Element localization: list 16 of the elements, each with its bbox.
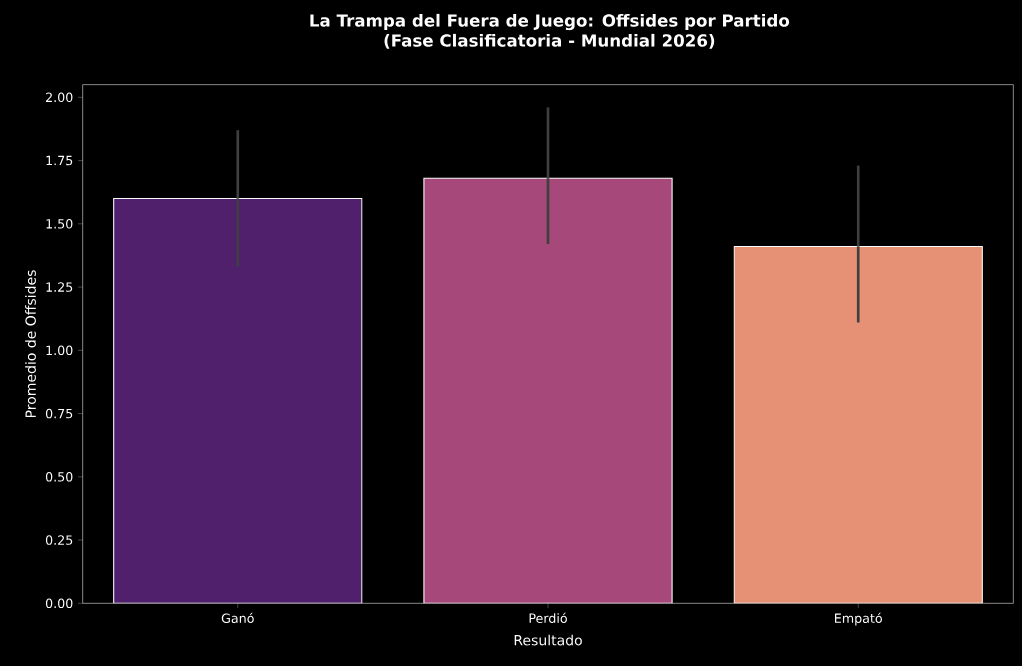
y-tick-label: 0.00 (45, 598, 73, 609)
y-tick-label: 1.00 (46, 345, 73, 356)
y-axis-title: Promedio de Offsides (25, 270, 36, 418)
chart-subtitle: (Fase Clasificatoria - Mundial 2026) (384, 33, 715, 49)
x-axis-title: Resultado (514, 634, 582, 646)
y-tick-label: 0.75 (45, 408, 73, 419)
y-tick-label: 2.00 (46, 92, 73, 103)
y-tick-label: 0.50 (45, 472, 73, 482)
x-tick-label: Empató (835, 612, 882, 626)
x-tick-label: Ganó (221, 612, 254, 624)
y-tick-label: 0.25 (45, 535, 73, 545)
chart-title: La Trampa del Fuera de Juego: Offsides por Partido (310, 13, 790, 31)
y-tick-label: 1.50 (46, 219, 73, 229)
y-tick-label: 1.25 (46, 282, 73, 292)
y-tick-label: 1.75 (46, 155, 73, 166)
x-tick-label: Perdió (529, 612, 567, 624)
